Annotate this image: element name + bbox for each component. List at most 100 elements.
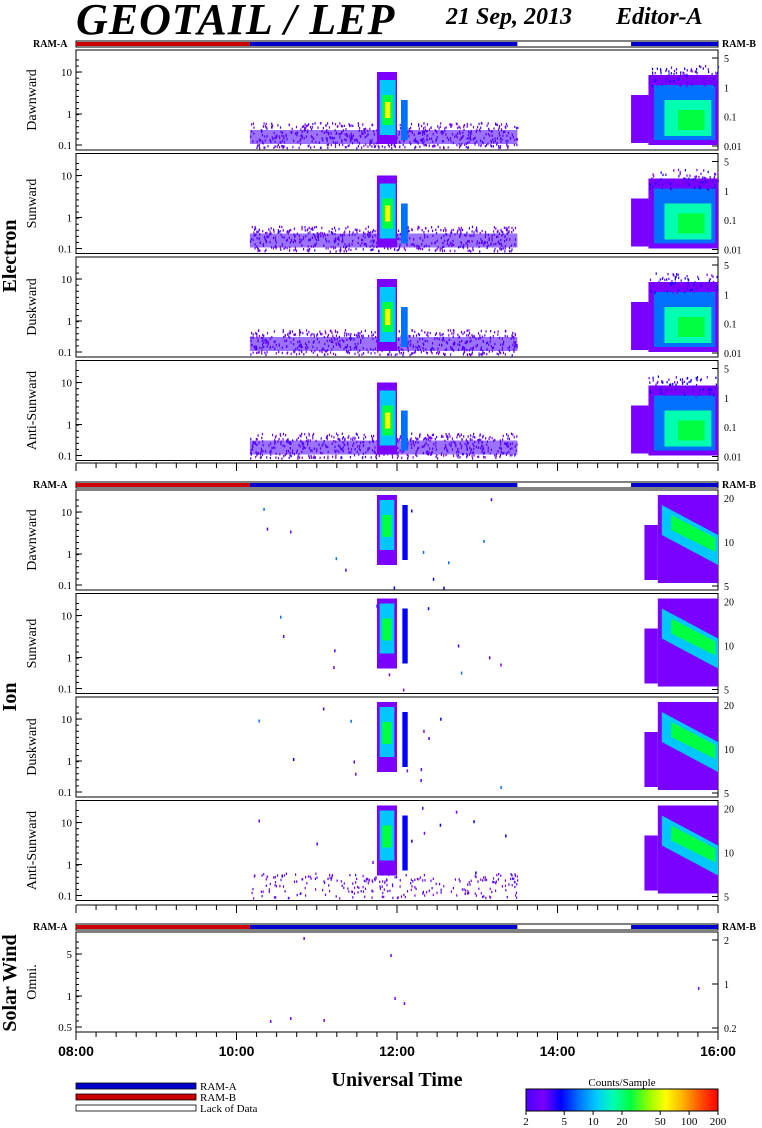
spectrogram-pixel: [486, 124, 488, 127]
late-band-core: [671, 618, 716, 656]
y-tick-label-right: 5: [724, 893, 729, 904]
spectrogram-pixel: [287, 438, 289, 441]
spectrogram-pixel: [439, 332, 441, 335]
spectrogram-pixel: [674, 387, 676, 391]
spectrogram-pixel: [263, 873, 265, 876]
spectrogram-pixel: [314, 122, 316, 125]
spectrogram-pixel: [656, 83, 658, 87]
spectrogram-pixel: [275, 885, 277, 888]
spectrogram-pixel: [463, 331, 465, 334]
spectrogram-pixel: [449, 329, 452, 332]
spectrogram-pixel: [423, 437, 425, 440]
spectrogram-pixel: [480, 878, 482, 881]
spectrogram-pixel: [516, 883, 518, 886]
spectrogram-pixel: [250, 457, 252, 460]
spectrogram-pixel: [456, 144, 458, 147]
spectrogram-pixel: [669, 282, 671, 285]
y-tick-label-right: 20: [724, 598, 734, 609]
spectrogram-pixel: [288, 230, 290, 233]
spectrogram-pixel: [430, 350, 432, 353]
spectrogram-pixel: [497, 250, 499, 253]
spectrogram-pixel: [653, 392, 656, 395]
spectrogram-pixel: [458, 228, 460, 231]
spectrogram-pixel: [305, 124, 307, 128]
spectrogram-pixel: [506, 229, 508, 232]
spectrogram-pixel: [266, 456, 268, 459]
spectrogram-pixel: [346, 332, 348, 335]
spectrogram-pixel: [258, 351, 260, 354]
spectrogram-pixel: [316, 232, 318, 235]
spectrogram-pixel: [350, 332, 352, 336]
spectrogram-pixel: [688, 181, 690, 184]
spectrogram-pixel: [261, 874, 263, 877]
spectrogram-pixel: [670, 188, 673, 191]
spectrogram-pixel: [310, 228, 312, 231]
spectrogram-pixel: [327, 335, 329, 338]
spectrogram-pixel: [516, 138, 518, 141]
spectrogram-pixel: [467, 246, 469, 249]
spectrogram-pixel: [289, 229, 291, 232]
spectrogram-pixel: [321, 226, 323, 230]
spectrogram-pixel: [266, 351, 268, 354]
spectrogram-pixel: [491, 890, 493, 894]
spectrogram-pixel: [715, 73, 717, 76]
spectrogram-pixel: [299, 334, 301, 337]
ram-bar-segment: [76, 42, 250, 46]
spectrogram-pixel: [488, 127, 490, 131]
spectrogram-pixel: [679, 82, 681, 85]
spectrogram-pixel: [696, 376, 699, 379]
spectrogram-pixel: [507, 434, 509, 438]
y-tick-label: 10: [61, 818, 73, 830]
spectrogram-pixel: [690, 68, 692, 71]
spectrogram-pixel: [343, 882, 345, 885]
spectrogram-pixel: [302, 331, 304, 335]
spectrogram-pixel: [714, 184, 716, 187]
spectrogram-pixel: [510, 432, 513, 435]
spectrogram-pixel: [683, 290, 685, 294]
spectrogram-pixel: [357, 145, 359, 148]
spectrogram-pixel: [404, 895, 406, 899]
spectrogram-pixel: [341, 884, 343, 887]
spectrogram-pixel: [370, 248, 372, 252]
spectrogram-pixel: [381, 885, 383, 888]
ram-a-label: RAM-A: [33, 39, 68, 50]
panel-ylabel: Sunward: [25, 619, 40, 669]
spectrogram-pixel: [303, 937, 305, 940]
spectrogram-pixel: [693, 282, 695, 285]
spectrogram-pixel: [468, 891, 470, 895]
spectrogram-pixel: [698, 65, 701, 68]
spectrogram-pixel: [706, 393, 708, 396]
spectrogram-pixel: [709, 278, 711, 281]
spectrogram-pixel: [476, 228, 478, 231]
spectrogram-pixel: [432, 893, 434, 897]
spectrogram-pixel: [695, 395, 697, 398]
spectrogram-pixel: [258, 719, 260, 723]
colorbar-tick-label: 5: [561, 1116, 567, 1128]
spectrogram-pixel: [439, 249, 441, 252]
spectrogram-pixel: [714, 185, 716, 188]
spectrogram-pixel: [457, 333, 459, 337]
spectrogram-pixel: [513, 350, 515, 353]
spectrogram-pixel: [347, 887, 349, 890]
spectrogram-pixel: [480, 353, 482, 356]
spectrogram-pixel: [665, 69, 667, 73]
spectrogram-pixel: [402, 688, 405, 692]
spectrogram-pixel: [357, 334, 359, 337]
spectrogram-pixel: [444, 353, 446, 356]
spectrogram-pixel: [319, 146, 322, 149]
spectrogram-pixel: [308, 330, 310, 334]
spectrogram-pixel: [428, 128, 431, 131]
spectrogram-pixel: [488, 437, 490, 440]
spectrogram-pixel: [651, 177, 653, 180]
spectrogram-pixel: [464, 350, 466, 354]
spectrogram-pixel: [257, 351, 259, 354]
spectrogram-pixel: [381, 145, 383, 148]
spectrogram-pixel: [706, 187, 708, 190]
spectrogram-pixel: [367, 351, 369, 354]
spectrogram-pixel: [686, 69, 688, 72]
spectrogram-pixel: [713, 178, 715, 182]
spectrogram-pixel: [310, 455, 312, 458]
spectrogram-pixel: [712, 180, 714, 183]
spectrogram-pixel: [472, 335, 474, 338]
spectrogram-pixel: [431, 226, 433, 229]
